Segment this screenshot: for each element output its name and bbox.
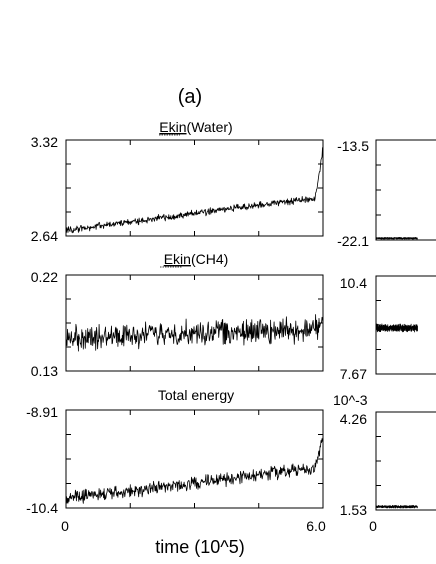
- y-multiplier-label: 10^-3: [333, 392, 368, 408]
- y-tick-marks: [66, 274, 323, 372]
- y-tick-marks: [66, 409, 323, 509]
- subplot-ekin-water: Ekin(Water) 3.32 2.64: [31, 119, 324, 244]
- y-tick-label-top: -13.5: [337, 138, 369, 154]
- plot-frame: [375, 139, 436, 241]
- y-tick-label-bottom: 2.64: [31, 228, 58, 244]
- plot-frame: [65, 139, 324, 237]
- subplot-ekin-ch4: Ekin(CH4) 0.22 0.13: [31, 251, 324, 379]
- subplot-right-top: -13.5 -22.1: [337, 138, 436, 249]
- y-tick-label-bottom: 0.13: [31, 363, 58, 379]
- x-tick-marks: [65, 140, 324, 236]
- y-tick-label-bottom: -22.1: [337, 233, 369, 249]
- series-line: [65, 436, 324, 504]
- series-line: [375, 504, 418, 509]
- y-tick-marks: [376, 139, 381, 241]
- x-tick-label-start: 0: [61, 518, 69, 534]
- y-tick-label-bottom: 7.67: [340, 366, 367, 382]
- plot-frame: [65, 274, 324, 372]
- subplot-right-middle: 10.4 7.67: [340, 275, 436, 382]
- subplot-title-underlined: Ekin: [164, 251, 191, 267]
- x-axis-title: time (10^5): [155, 537, 244, 557]
- series-line: [375, 236, 418, 240]
- x-tick-label-end: 6.0: [306, 518, 326, 534]
- subplot-title-total-energy: Total energy: [158, 387, 234, 403]
- subplot-title-underlined: Ekin: [159, 119, 186, 135]
- subplot-total-energy: Total energy -8.91 -10.4 0 6.0: [26, 387, 326, 534]
- y-tick-label-top: 3.32: [31, 134, 58, 150]
- y-tick-label-top: -8.91: [26, 404, 58, 420]
- series-line: [65, 314, 324, 352]
- subplot-title-rest: (CH4): [191, 251, 228, 267]
- x-tick-marks: [65, 275, 324, 371]
- subplot-title-ekin-water: Ekin(Water): [159, 119, 232, 135]
- series-line: [375, 323, 418, 333]
- y-tick-marks: [66, 139, 323, 237]
- x-tick-marks: [65, 410, 324, 508]
- x-tick-label-start: 0: [369, 518, 377, 534]
- subplot-title-rest: (Water): [187, 119, 233, 135]
- series-line: [65, 147, 324, 234]
- plot-frame: [375, 411, 436, 511]
- panel-label: (a): [178, 86, 202, 108]
- y-tick-label-bottom: -10.4: [26, 500, 58, 516]
- y-tick-label-bottom: 1.53: [340, 502, 367, 518]
- y-tick-label-top: 10.4: [340, 275, 367, 291]
- subplot-right-bottom: 10^-3 4.26 1.53 0: [333, 392, 436, 534]
- y-tick-marks: [376, 411, 381, 511]
- subplot-title-ekin-ch4: Ekin(CH4): [164, 251, 229, 267]
- y-tick-label-top: 0.22: [31, 269, 58, 285]
- y-tick-label-top: 4.26: [340, 411, 367, 427]
